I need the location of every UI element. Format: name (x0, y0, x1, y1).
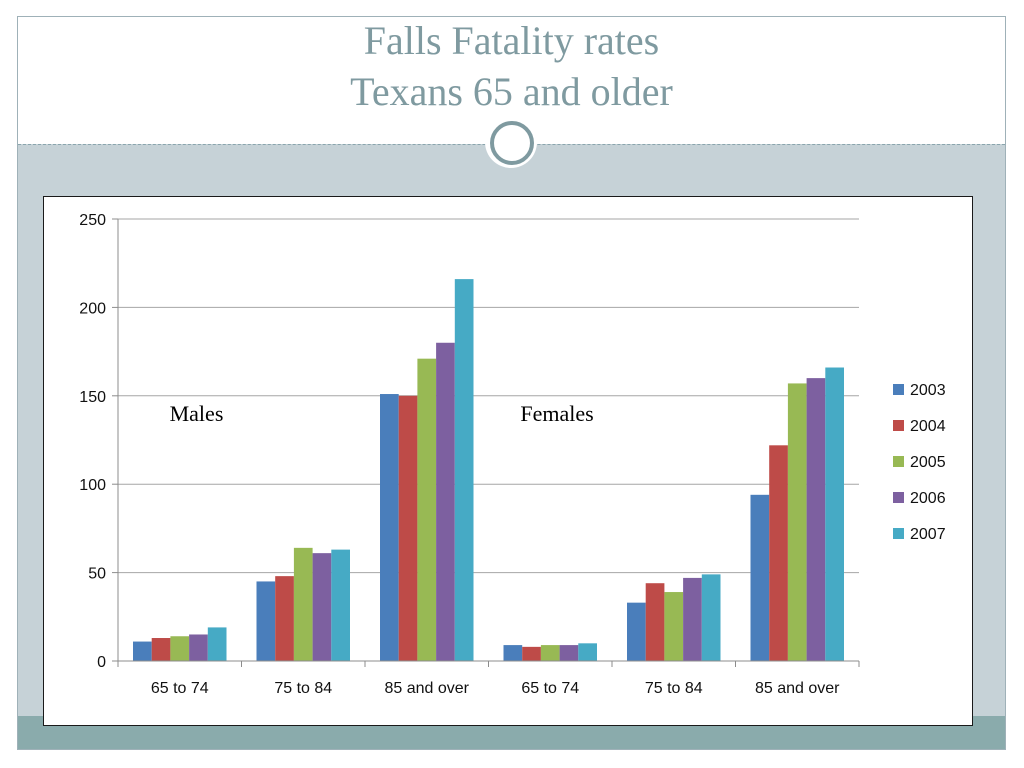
slide-subtitle: Texans 65 and older (350, 69, 673, 114)
legend-label-2003: 2003 (910, 382, 946, 399)
x-category-label: 65 to 74 (521, 680, 579, 697)
x-category-label: 75 to 84 (274, 680, 332, 697)
slide: Falls Fatality rates Texans 65 and older… (17, 16, 1006, 750)
grid-lines (118, 218, 859, 574)
bar-2007-3 (578, 643, 597, 661)
legend-swatch-2005 (893, 456, 904, 467)
axis-labels: 0 50 100 150 200 250 65 to 74 75 to 84 85 and ov… (79, 212, 840, 697)
bar-2003-3 (503, 645, 523, 661)
bar-2004-5 (769, 445, 788, 661)
bar-2005-0 (170, 636, 190, 661)
axes (112, 218, 860, 667)
y-tick-label: 150 (79, 389, 106, 406)
group-label-males: Males (170, 401, 224, 426)
y-tick-label: 250 (79, 212, 106, 229)
bar-2003-4 (627, 602, 646, 661)
y-tick-label: 100 (79, 477, 106, 494)
legend-label-2007: 2007 (910, 526, 946, 543)
legend-swatch-2006 (893, 492, 904, 503)
bar-2005-4 (664, 592, 684, 661)
bar-2005-1 (293, 547, 313, 661)
bar-2007-5 (825, 367, 844, 661)
bar-2004-3 (522, 646, 541, 661)
chart-frame: 0 50 100 150 200 250 65 to 74 75 to 84 85 and ov… (43, 196, 973, 726)
x-category-label: 65 to 74 (151, 680, 209, 697)
x-category-label: 85 and over (384, 680, 469, 697)
legend: 2003 2004 2005 2006 2007 (893, 382, 946, 543)
bar-2006-0 (189, 634, 208, 661)
bar-2007-1 (331, 549, 350, 661)
slide-title: Falls Fatality rates (363, 18, 660, 63)
legend-label-2004: 2004 (910, 418, 946, 435)
bar-2006-2 (436, 342, 455, 661)
bar-2005-5 (787, 383, 807, 661)
bar-2006-3 (559, 645, 579, 661)
bar-2003-0 (133, 641, 152, 661)
bar-2003-5 (750, 494, 770, 661)
bar-2004-0 (151, 638, 171, 661)
legend-swatch-2007 (893, 528, 904, 539)
group-label-females: Females (520, 401, 593, 426)
bar-2006-1 (312, 553, 332, 661)
x-category-label: 75 to 84 (645, 680, 703, 697)
group-labels: Males Females (170, 401, 594, 426)
bar-2007-4 (701, 574, 721, 661)
bars (133, 279, 844, 661)
legend-label-2005: 2005 (910, 454, 946, 471)
bar-2007-2 (454, 279, 474, 661)
bar-2004-1 (275, 576, 294, 661)
bar-2005-3 (540, 645, 560, 661)
bar-2003-2 (380, 394, 399, 661)
bar-2003-1 (256, 581, 276, 661)
bar-2005-2 (417, 358, 437, 661)
bar-2007-0 (207, 627, 227, 661)
bar-2006-5 (806, 378, 826, 661)
bar-2006-4 (683, 577, 702, 661)
legend-label-2006: 2006 (910, 490, 946, 507)
bar-2004-4 (645, 583, 665, 661)
x-category-label: 85 and over (755, 680, 840, 697)
legend-swatch-2004 (893, 420, 904, 431)
y-tick-label: 0 (97, 654, 106, 671)
y-tick-label: 200 (79, 300, 106, 317)
y-tick-label: 50 (88, 566, 106, 583)
bar-chart: 0 50 100 150 200 250 65 to 74 75 to 84 85 and ov… (79, 212, 946, 697)
legend-swatch-2003 (893, 384, 904, 395)
bar-2004-2 (398, 395, 418, 661)
circle-ornament-icon (485, 116, 537, 168)
